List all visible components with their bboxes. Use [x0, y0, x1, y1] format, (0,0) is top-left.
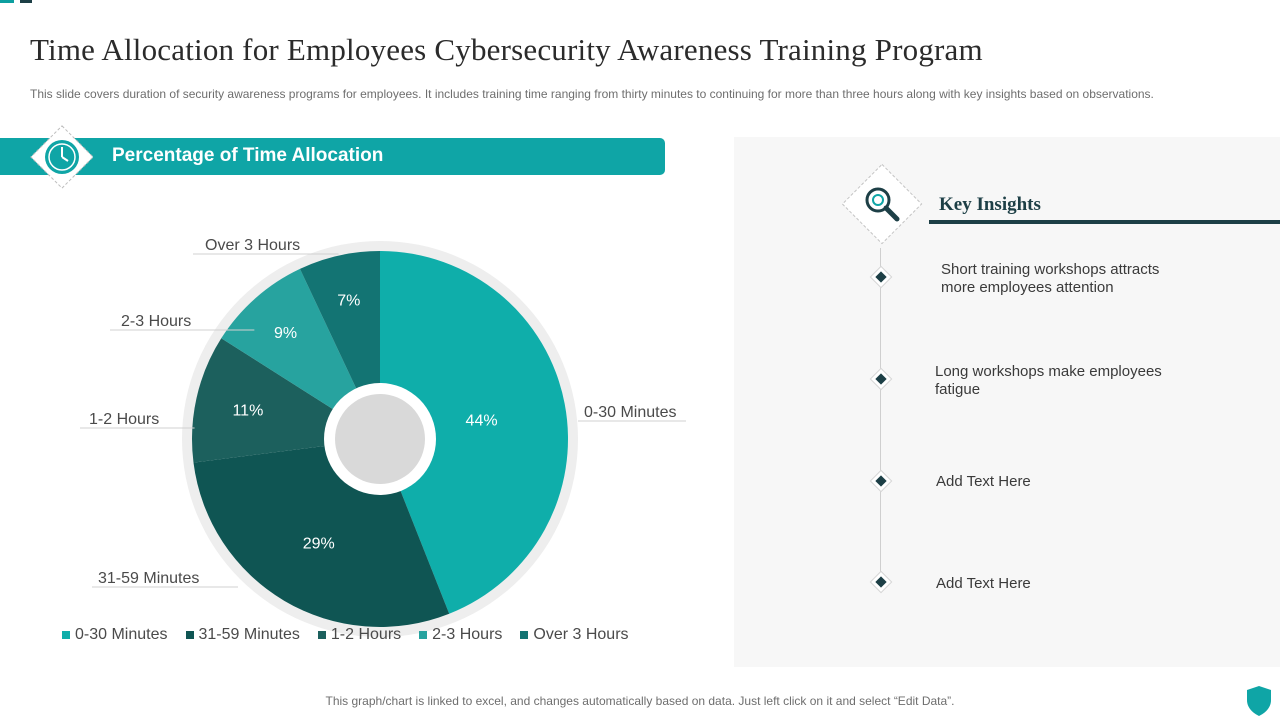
- corner-accent-dark: [20, 0, 32, 3]
- slice-category-label: 2-3 Hours: [121, 313, 191, 330]
- legend-swatch: [317, 631, 326, 639]
- pie-chart: 44% 0-30 Minutes 29% 31-59 Minutes 11% 1-2 Ho…: [80, 237, 686, 637]
- legend-item: Over 3 Hours: [520, 626, 629, 644]
- legend-swatch: [185, 631, 194, 639]
- legend-label: 1-2 Hours: [330, 626, 402, 643]
- legend-swatch: [419, 631, 428, 639]
- chart-banner: [0, 138, 665, 175]
- slice-value-label: 29%: [303, 536, 335, 553]
- legend-label: 31-59 Minutes: [198, 626, 300, 643]
- insights-timeline: [880, 248, 881, 592]
- corner-accent: [0, 0, 14, 3]
- legend-item: 0-30 Minutes: [62, 626, 168, 644]
- slice-value-label: 11%: [232, 402, 263, 419]
- insight-item-4: Add Text Here: [936, 575, 1031, 592]
- legend-swatch: [520, 631, 529, 639]
- pie-slice: [380, 251, 568, 614]
- insight-item-3: Add Text Here: [936, 473, 1031, 490]
- magnifier-icon: [841, 163, 923, 245]
- chart-banner-title: Percentage of Time Allocation: [112, 145, 384, 166]
- slice-category-label: 31-59 Minutes: [98, 570, 199, 587]
- slice-category-label: Over 3 Hours: [205, 237, 300, 254]
- slice-value-label: 7%: [337, 293, 360, 310]
- legend-item: 2-3 Hours: [419, 626, 502, 644]
- legend-label: 2-3 Hours: [432, 626, 503, 643]
- clock-badge: [28, 123, 96, 191]
- slice-category-label: 0-30 Minutes: [584, 404, 677, 421]
- pie-slice: [221, 268, 380, 439]
- legend-label: Over 3 Hours: [533, 626, 629, 643]
- legend-label: 0-30 Minutes: [75, 626, 168, 643]
- legend-item: 1-2 Hours: [317, 626, 402, 644]
- slice-value-label: 44%: [466, 413, 498, 430]
- insights-badge: [838, 160, 926, 248]
- insights-title: Key Insights: [939, 194, 1041, 215]
- slice-value-label: 9%: [274, 325, 297, 342]
- shield-icon: [1247, 686, 1271, 716]
- pie-center-disc: [335, 394, 425, 484]
- slice-category-label: 1-2 Hours: [89, 411, 159, 428]
- page-subtitle: This slide covers duration of security a…: [30, 87, 1154, 101]
- chart-legend: 0-30 Minutes 31-59 Minutes 1-2 Hours 2-3 Ho…: [62, 626, 629, 644]
- page-title: Time Allocation for Employees Cybersecur…: [30, 32, 983, 67]
- legend-swatch: [62, 631, 70, 639]
- legend-item: 31-59 Minutes: [185, 626, 300, 644]
- footer-note: This graph/chart is linked to excel, and…: [325, 694, 955, 708]
- insight-item-1: Short training workshops attracts more e…: [941, 261, 1160, 296]
- insights-underline: [929, 220, 1280, 224]
- insight-item-2: Long workshops make employees fatigue: [935, 363, 1162, 398]
- clock-icon: [30, 125, 94, 189]
- insights-panel: [734, 137, 1280, 667]
